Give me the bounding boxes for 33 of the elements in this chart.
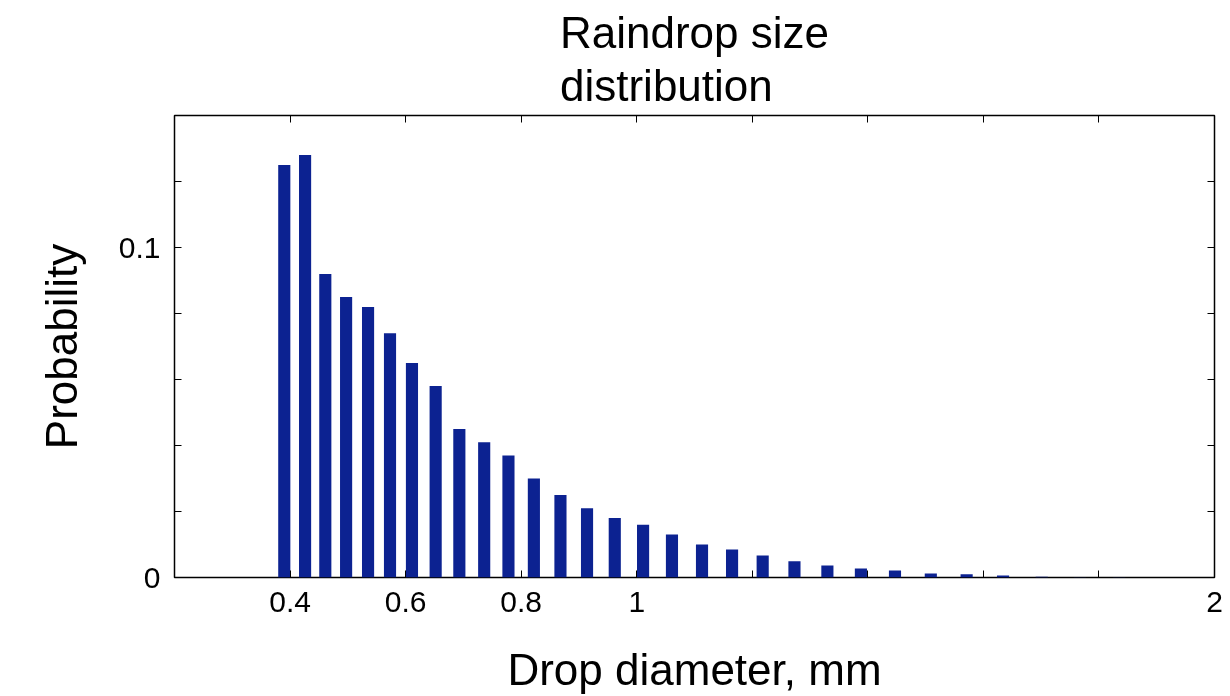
- x-tick-label: 0.4: [269, 584, 311, 618]
- y-tick-label: 0.1: [118, 230, 161, 264]
- bar: [608, 518, 621, 578]
- bar: [478, 442, 491, 578]
- bar: [960, 574, 973, 578]
- bar: [405, 363, 419, 578]
- bar: [821, 565, 834, 578]
- bar: [340, 297, 353, 578]
- bar: [788, 561, 801, 578]
- x-tick-label: 1: [628, 584, 646, 618]
- bar: [361, 306, 375, 578]
- bar: [299, 155, 312, 578]
- y-tick-label: 0: [143, 560, 161, 594]
- x-axis-title: Drop diameter, mm: [507, 644, 882, 694]
- bar: [637, 524, 650, 578]
- bar: [383, 333, 397, 578]
- bar: [580, 508, 594, 578]
- bar: [665, 534, 679, 578]
- bar: [319, 273, 332, 578]
- bar: [554, 495, 567, 578]
- x-tick-label: 2: [1206, 584, 1223, 618]
- x-tick-label: 0.6: [384, 584, 427, 618]
- bar: [527, 478, 540, 578]
- bar: [725, 549, 739, 578]
- y-axis-title: Probability: [36, 243, 86, 450]
- bar: [278, 165, 291, 578]
- bar: [756, 555, 769, 578]
- bar: [429, 386, 442, 578]
- bar: [502, 455, 515, 578]
- bar: [453, 429, 466, 578]
- bar: [695, 544, 709, 578]
- x-tick-label: 0.8: [500, 584, 543, 618]
- chart-title: Raindrop size distribution: [559, 7, 830, 111]
